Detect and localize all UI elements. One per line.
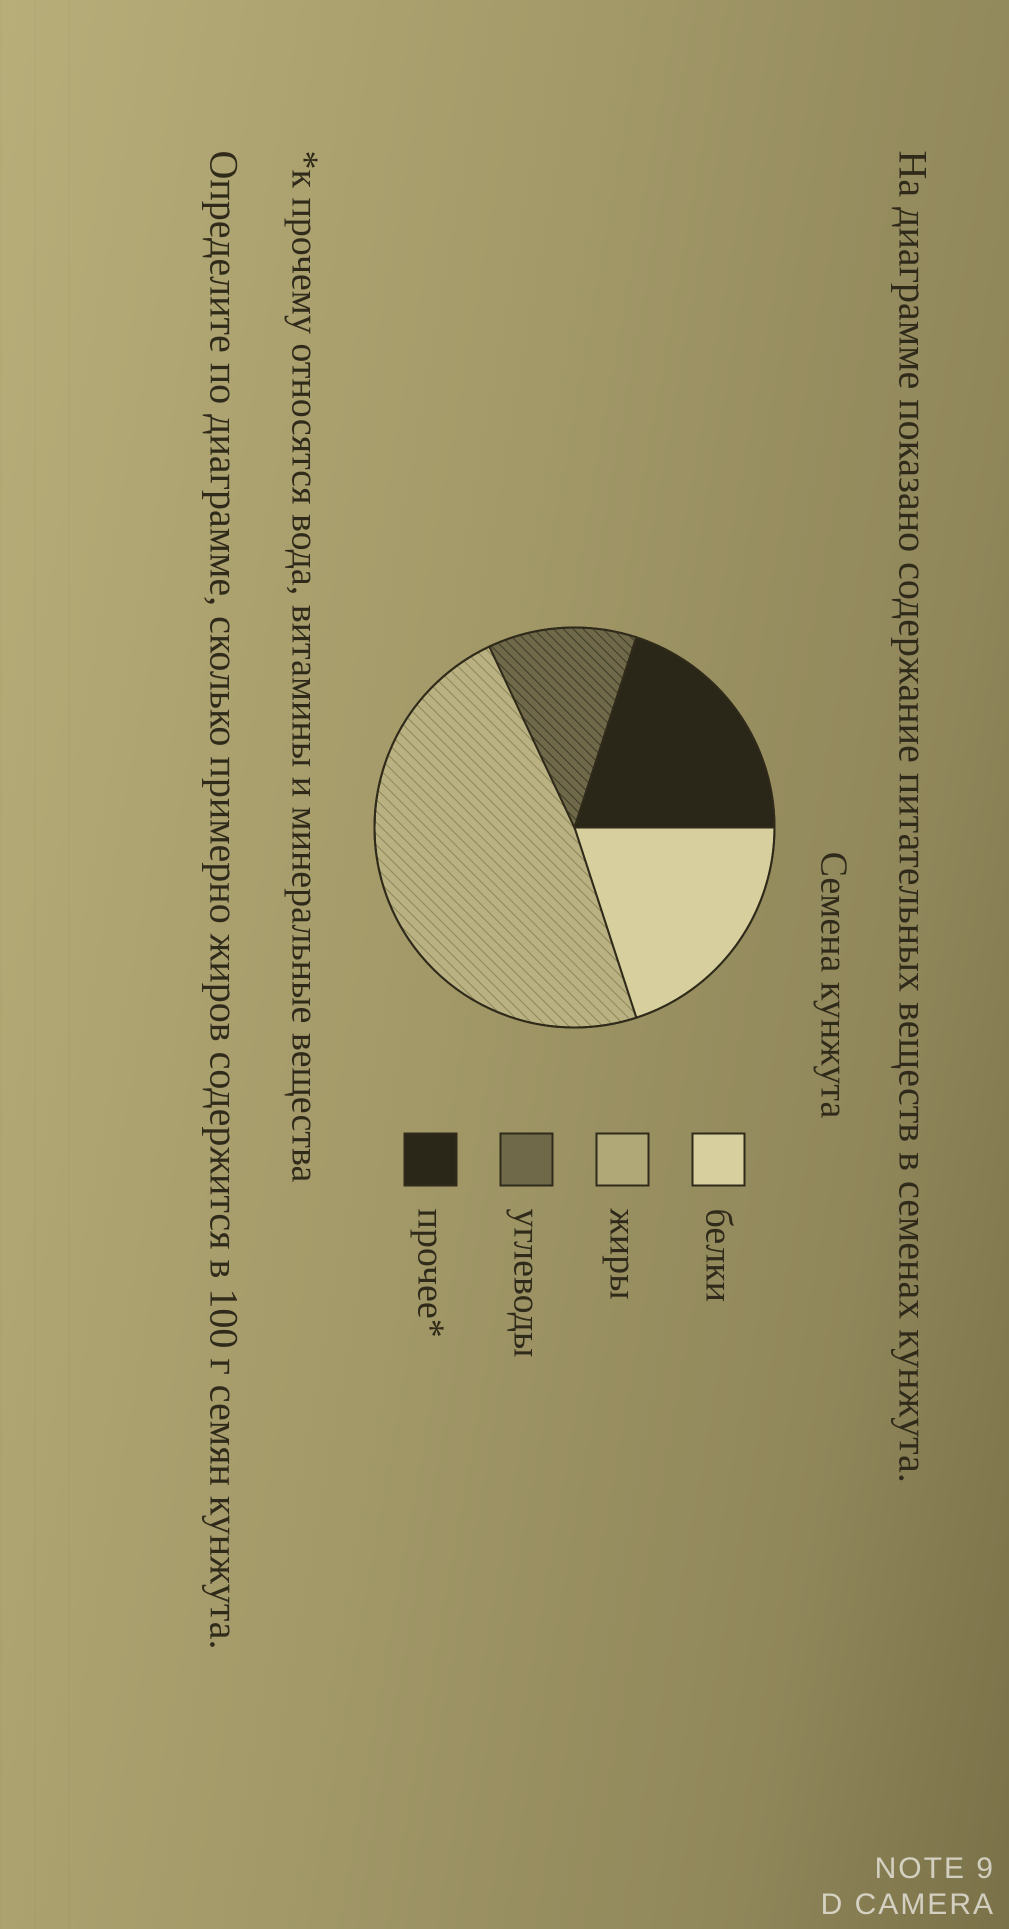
pie-chart — [359, 612, 789, 1042]
legend-swatch-uglevody — [499, 1132, 553, 1186]
question-text: Определите по диаграмме, сколько примерн… — [196, 150, 250, 1819]
legend-label-prochee: прочее* — [408, 1208, 452, 1337]
chart-title: Семена кунжута — [811, 851, 855, 1118]
chart-row: белки жиры углеводы прочее* — [359, 612, 789, 1357]
notebook-grid-edge — [0, 0, 70, 1929]
legend-swatch-prochee — [403, 1132, 457, 1186]
page-root: На диаграмме показано содержание питател… — [0, 0, 1009, 1929]
intro-text: На диаграмме показано содержание питател… — [885, 150, 939, 1819]
legend: белки жиры углеводы прочее* — [403, 1132, 745, 1357]
legend-item-zhiry: жиры — [595, 1132, 649, 1357]
legend-swatch-zhiry — [595, 1132, 649, 1186]
legend-item-uglevody: углеводы — [499, 1132, 553, 1357]
legend-label-belki: белки — [696, 1208, 740, 1301]
chart-block: Семена кунжута — [359, 150, 855, 1819]
footnote-text: *к прочему относятся вода, витамины и ми… — [278, 150, 329, 1819]
legend-label-uglevody: углеводы — [504, 1208, 548, 1357]
legend-item-prochee: прочее* — [403, 1132, 457, 1357]
content-rotated: На диаграмме показано содержание питател… — [0, 0, 1009, 1929]
legend-item-belki: белки — [691, 1132, 745, 1357]
legend-swatch-belki — [691, 1132, 745, 1186]
pie-svg — [359, 612, 789, 1042]
legend-label-zhiry: жиры — [600, 1208, 644, 1299]
